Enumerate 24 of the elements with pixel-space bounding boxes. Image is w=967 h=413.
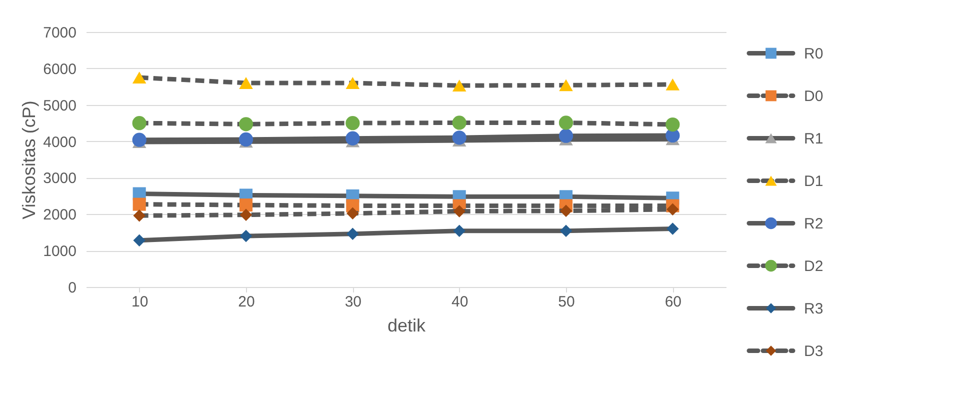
legend-label: R0 [804, 45, 824, 62]
legend-label: D1 [804, 172, 824, 190]
x-tick-label: 30 [344, 294, 362, 310]
x-axis-title: detik [387, 316, 427, 336]
x-tick-label: 20 [238, 294, 255, 310]
y-tick-label: 5000 [43, 97, 76, 114]
legend-label: D2 [804, 258, 824, 275]
y-tick-label: 1000 [43, 243, 76, 260]
legend-label: R1 [804, 130, 824, 148]
y-tick-label: 2000 [43, 206, 76, 224]
legend-label: D0 [804, 88, 824, 105]
x-tick-label: 60 [664, 294, 682, 310]
y-tick-label: 0 [68, 280, 76, 296]
y-tick-label: 6000 [43, 60, 76, 78]
x-tick-label: 10 [131, 294, 148, 310]
y-tick-label: 3000 [43, 170, 76, 188]
y-axis-title: Viskositas (cP) [19, 100, 40, 220]
x-tick-label: 50 [558, 294, 575, 310]
legend-label: R3 [804, 300, 824, 318]
y-tick-label: 7000 [43, 24, 76, 42]
x-tick-label: 40 [451, 294, 468, 310]
y-tick-label: 4000 [43, 134, 76, 151]
legend-label: R2 [804, 215, 824, 232]
legend-label: D3 [804, 342, 824, 360]
